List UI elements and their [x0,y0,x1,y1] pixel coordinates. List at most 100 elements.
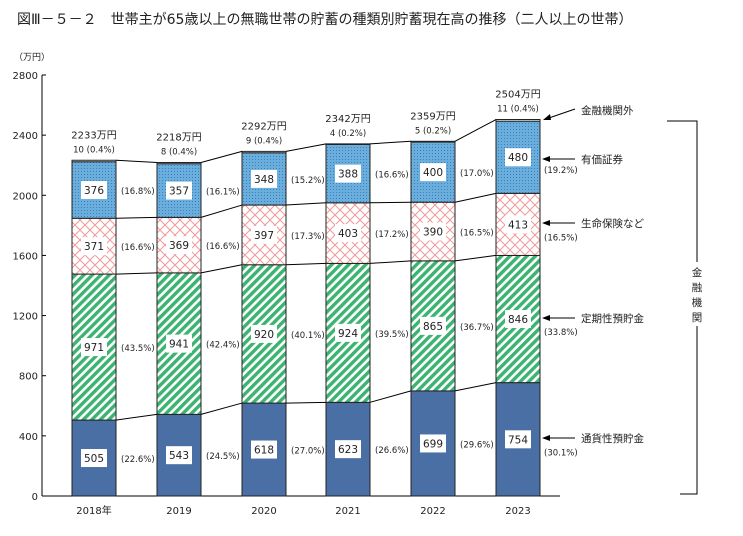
value-label-box [81,237,107,256]
value-label: 865 [423,321,443,333]
value-label: 920 [254,329,274,341]
share-label: (16.5%) [544,233,578,243]
x-tick-label: 2019 [166,506,191,517]
share-label: (16.1%) [206,188,240,198]
value-label: 397 [254,230,274,242]
bar-segment [156,162,202,165]
bar-segment [241,150,287,154]
value-label-box [166,181,192,200]
share-label: (15.2%) [291,176,325,186]
share-label: (30.1%) [544,448,578,458]
legend-label: 生命保険など [581,217,644,230]
bar-segment [410,140,456,143]
value-label-box [81,181,107,200]
total-label: 2504万円 [495,90,540,101]
x-tick-label: 2021 [335,506,360,517]
share-label: (16.8%) [121,187,155,197]
share-label: (24.5%) [206,452,240,462]
value-label-box [81,338,107,357]
connector-line [285,262,327,266]
connector-line [115,159,158,164]
share-label: (27.0%) [291,447,325,457]
connector-line [454,254,497,262]
chart-title: 図Ⅲ－５－２ 世帯主が65歳以上の無職世帯の貯蓄の種類別貯蓄現在高の推移（二人以… [17,11,632,28]
arrow-head-icon [542,315,550,321]
x-tick-label: 2023 [505,506,530,517]
total-label: 2233万円 [71,130,116,141]
connector-line [369,140,412,145]
other-label: 8 (0.4%) [161,148,197,158]
value-label-box [505,148,531,167]
connector-line [369,201,412,204]
value-label: 390 [423,227,443,239]
value-label: 971 [84,342,104,354]
bar-segment [71,159,117,163]
share-label: (16.6%) [206,242,240,252]
bracket-label-char: 金 [692,266,703,279]
share-label: (36.7%) [460,323,494,333]
value-label-box [335,323,361,342]
value-label-box [420,163,446,182]
connector-line [454,119,497,142]
value-label-box [251,440,277,459]
x-tick-label: 2020 [251,506,276,517]
value-label: 505 [84,453,104,465]
share-label: (17.3%) [291,232,325,242]
value-label-box [166,334,192,353]
value-label: 413 [508,219,528,231]
connector-line [115,272,158,275]
value-label: 924 [338,328,358,340]
connector-line [115,216,158,219]
connector-line [200,204,243,218]
y-tick-label: 1600 [13,251,38,262]
share-label: (16.5%) [460,229,494,239]
share-label: (40.1%) [291,331,325,341]
share-label: (16.6%) [375,171,409,181]
y-tick-label: 2000 [13,191,38,202]
connector-line [200,264,243,274]
legend-arrow [545,108,576,120]
value-label: 480 [508,152,528,164]
value-label: 357 [169,186,189,198]
value-label: 403 [338,228,358,240]
total-label: 2292万円 [241,121,286,132]
total-label: 2359万円 [410,111,455,122]
value-label-box [251,225,277,244]
arrow-head-icon [542,220,550,226]
connector-line [285,202,327,206]
arrow-head-icon [542,435,550,441]
connector-line [369,260,412,264]
value-label: 388 [338,169,358,181]
value-label-box [335,224,361,243]
value-label: 754 [508,434,528,446]
share-label: (16.6%) [121,243,155,253]
value-label-box [166,446,192,465]
value-label: 846 [508,314,528,326]
connector-line [285,401,327,404]
legend-label: 金融機関外 [581,104,634,117]
share-label: (43.5%) [121,344,155,354]
connector-line [369,390,412,403]
value-label: 941 [169,339,189,351]
value-label: 376 [84,185,104,197]
other-label: 11 (0.4%) [497,105,539,115]
value-label: 618 [254,445,274,457]
y-axis-unit: （万円） [14,52,50,63]
value-label: 371 [84,241,104,253]
arrow-head-icon [542,156,550,162]
share-label: (17.2%) [375,230,409,240]
other-label: 10 (0.4%) [73,145,115,155]
value-label-box [420,222,446,241]
value-label: 348 [254,174,274,186]
value-label-box [420,434,446,453]
y-tick-label: 400 [19,432,38,443]
total-label: 2342万円 [325,114,370,125]
arrow-head-icon [543,114,551,120]
share-label: (22.6%) [121,455,155,465]
value-label-box [251,324,277,343]
bracket-label-char: 融 [692,282,703,294]
connector-line [454,192,497,203]
value-label-box [505,215,531,234]
value-label-box [81,449,107,468]
y-tick-label: 2400 [13,131,38,142]
